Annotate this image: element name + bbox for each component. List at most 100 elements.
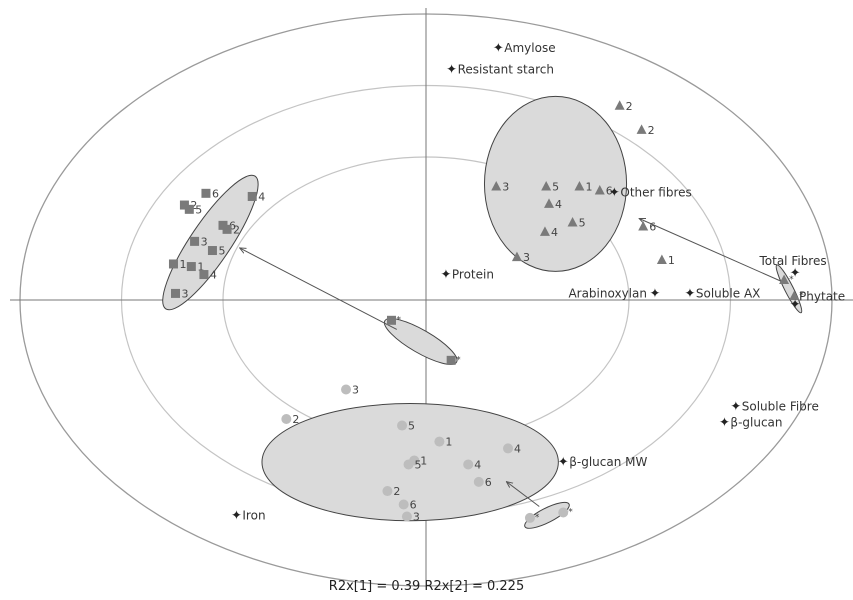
triangle-point [656, 254, 667, 264]
point-label: 6 [649, 220, 656, 233]
point-label: 2 [393, 485, 400, 498]
loading-star-marker: ✦ [446, 62, 457, 77]
point-label: 1 [197, 261, 204, 274]
loading-star-marker: ✦ [609, 185, 620, 200]
asterisk-mark: * [535, 513, 540, 523]
circle-point [401, 511, 412, 522]
circle-point [398, 499, 409, 510]
triangle-point [636, 124, 647, 134]
point-label: 1 [445, 436, 452, 449]
loading-label: Soluble AX [696, 287, 760, 301]
triangle-point [614, 100, 625, 110]
circle-point [473, 476, 484, 487]
explained-variance-footer: R2x[1] = 0.39 R2x[2] = 0.225 [328, 579, 525, 594]
square-reference-point [446, 355, 456, 365]
circle-point [382, 486, 393, 497]
asterisk-mark: * [456, 355, 461, 365]
loading-star-marker: ✦ [440, 267, 451, 282]
point-label: 4 [258, 190, 265, 203]
loading-star-marker: ✦ [493, 41, 504, 56]
square-point [201, 188, 211, 198]
point-label: 6 [410, 498, 417, 511]
circle-point [463, 459, 474, 470]
asterisk-mark: * [789, 275, 794, 285]
square-point [247, 191, 257, 201]
triangle-point [567, 216, 578, 227]
square-point [190, 236, 200, 246]
shift-arrow [240, 248, 397, 330]
loading-label: Resistant starch [458, 62, 554, 76]
point-label: 5 [579, 216, 586, 229]
square-point [179, 200, 189, 210]
loading-label: β-glucan [730, 416, 782, 430]
point-label: 1 [668, 254, 675, 267]
circle-reference-point [558, 507, 569, 518]
group-ellipse [524, 501, 570, 529]
square-point [184, 204, 194, 214]
point-label: 3 [502, 180, 509, 193]
asterisk-mark: * [568, 507, 573, 517]
square-point [222, 224, 232, 234]
circle-reference-point [524, 512, 535, 523]
point-label: 3 [413, 511, 420, 524]
triangle-point [638, 220, 649, 231]
group-ellipse [775, 264, 803, 314]
triangle-point [574, 180, 585, 191]
point-label: 3 [181, 287, 188, 300]
square-reference-point [386, 315, 396, 325]
square-point [170, 288, 180, 298]
point-label: 5 [195, 203, 202, 216]
point-label: 4 [210, 269, 217, 282]
loading-label: Total Fibres [758, 254, 826, 268]
loading-star-marker: ✦ [650, 287, 661, 302]
circle-point [281, 413, 292, 424]
loading-label: Arabinoxylan [568, 287, 647, 301]
loading-label: Protein [452, 267, 494, 281]
point-label: 5 [552, 180, 559, 193]
circle-point [434, 436, 445, 447]
point-label: 6 [212, 187, 219, 200]
asterisk-mark: * [396, 315, 401, 325]
point-label: 2 [648, 124, 655, 137]
group-ellipse [383, 318, 458, 365]
shift-arrow [506, 482, 540, 507]
triangle-point [544, 198, 555, 208]
point-label: 6 [485, 476, 492, 489]
loading-star-marker: ✦ [790, 266, 801, 281]
point-label: 2 [292, 413, 299, 426]
circle-point [403, 459, 414, 470]
triangle-reference-point [779, 274, 790, 284]
group-ellipse [483, 95, 628, 272]
loading-label: Soluble Fibre [742, 400, 819, 414]
triangle-point [491, 180, 502, 191]
group-ellipse [162, 174, 259, 311]
square-point [186, 262, 196, 272]
loading-label: Phytate [799, 289, 845, 303]
circle-point [503, 443, 514, 454]
point-label: 6 [229, 219, 236, 232]
point-label: 2 [190, 199, 197, 212]
shift-arrow [639, 218, 782, 282]
point-label: 1 [585, 180, 592, 193]
point-label: 6 [606, 184, 613, 197]
arrows-layer [240, 218, 782, 507]
triangle-reference-point [789, 290, 800, 300]
loading-label: Amylose [504, 41, 555, 55]
square-point [199, 270, 209, 280]
point-label: 5 [218, 245, 225, 258]
point-label: 3 [201, 235, 208, 248]
square-point [168, 259, 178, 269]
triangle-point [541, 180, 552, 191]
loading-label: Iron [242, 509, 265, 523]
square-point [207, 246, 217, 256]
point-label: 2 [626, 100, 633, 113]
point-label: 3 [523, 251, 530, 264]
point-label: 5 [415, 458, 422, 471]
point-label: 2 [233, 223, 240, 236]
point-label: 5 [408, 420, 415, 433]
circle-point [397, 420, 408, 431]
loading-label: Other fibres [620, 185, 691, 199]
triangle-point [511, 251, 522, 262]
